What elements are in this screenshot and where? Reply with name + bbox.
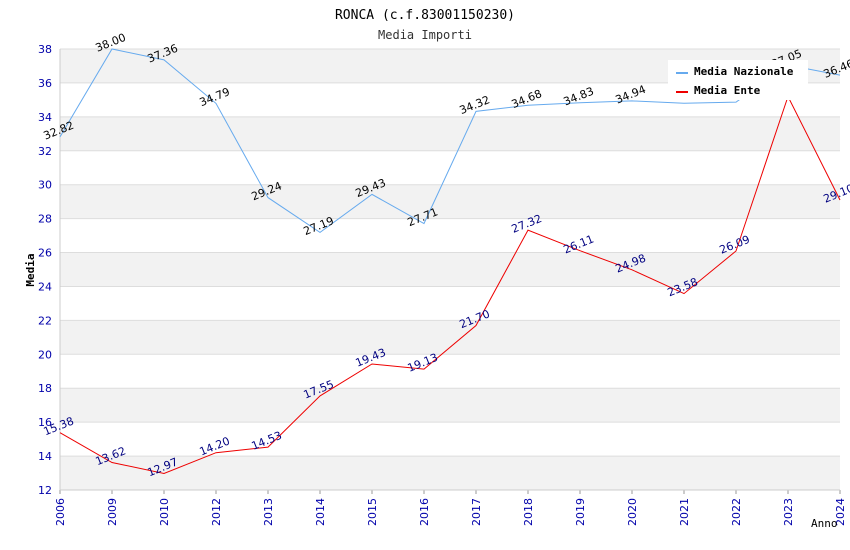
x-tick-label: 2010 xyxy=(158,498,171,526)
grid-band xyxy=(60,286,840,321)
y-tick-label: 20 xyxy=(38,348,52,361)
grid-bands xyxy=(60,48,840,491)
grid-band xyxy=(60,320,840,355)
legend: Media Nazionale Media Ente xyxy=(668,60,808,100)
y-tick-label: 18 xyxy=(38,382,52,395)
grid-band xyxy=(60,116,840,151)
x-axis-label: Anno xyxy=(811,517,838,530)
y-tick-label: 38 xyxy=(38,43,52,56)
x-tick-label: 2024 xyxy=(834,498,847,526)
grid-band xyxy=(60,388,840,423)
grid-band xyxy=(60,456,840,490)
y-axis-ticks: 12 14 16 18 20 22 24 26 28 30 32 34 36 38 xyxy=(38,43,52,497)
y-tick-label: 36 xyxy=(38,77,52,90)
y-tick-label: 16 xyxy=(38,416,52,429)
series-line-media-nazionale xyxy=(59,48,841,234)
x-tick-label: 2023 xyxy=(782,498,795,526)
x-tick-label: 2021 xyxy=(678,498,691,526)
chart-subtitle: Media Importi xyxy=(378,28,472,42)
y-tick-label: 14 xyxy=(38,450,52,463)
y-tick-label: 28 xyxy=(38,213,52,226)
grid-band xyxy=(60,252,840,287)
x-tick-label: 2019 xyxy=(574,498,587,526)
y-tick-label: 30 xyxy=(38,179,52,192)
x-tick-label: 2020 xyxy=(626,498,639,526)
grid-band xyxy=(60,218,840,253)
grid-band xyxy=(60,184,840,219)
x-tick-label: 2018 xyxy=(522,498,535,526)
y-axis-label: Media xyxy=(24,253,37,286)
grid-band xyxy=(60,354,840,389)
x-tick-label: 2013 xyxy=(262,498,275,526)
legend-label-media-ente: Media Ente xyxy=(694,84,761,97)
x-tick-label: 2009 xyxy=(106,498,119,526)
y-tick-label: 32 xyxy=(38,145,52,158)
legend-box xyxy=(668,60,808,100)
series-line-media-ente xyxy=(59,95,841,475)
x-axis-ticks: 2006 2009 2010 2012 2013 2014 2015 2016 2017 2018… xyxy=(54,490,847,526)
y-tick-label: 24 xyxy=(38,280,52,293)
y-tick-label: 26 xyxy=(38,247,52,260)
x-tick-label: 2016 xyxy=(418,498,431,526)
grid-band xyxy=(60,422,840,457)
x-tick-label: 2015 xyxy=(366,498,379,526)
y-tick-label: 22 xyxy=(38,314,52,327)
y-tick-label: 34 xyxy=(38,111,52,124)
x-tick-label: 2006 xyxy=(54,498,67,526)
legend-label-media-nazionale: Media Nazionale xyxy=(694,65,794,78)
x-tick-label: 2022 xyxy=(730,498,743,526)
x-tick-label: 2012 xyxy=(210,498,223,526)
chart-title: RONCA (c.f.83001150230) xyxy=(335,8,515,23)
series-group xyxy=(59,48,841,475)
x-tick-label: 2014 xyxy=(314,498,327,526)
y-tick-label: 12 xyxy=(38,484,52,497)
x-tick-label: 2017 xyxy=(470,498,483,526)
